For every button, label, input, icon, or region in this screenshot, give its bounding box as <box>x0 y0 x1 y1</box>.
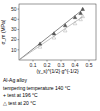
y-tick-label: 20 <box>11 36 17 42</box>
point <box>63 24 67 27</box>
point <box>38 45 42 48</box>
annotation: △ test at 20 °C <box>3 100 36 106</box>
annotation: + test at 196 °C <box>3 92 38 98</box>
x-tick-label: 0.4 <box>72 62 79 68</box>
plot-frame <box>19 4 96 60</box>
point <box>52 36 56 39</box>
x-tick-label: 0.5 <box>86 62 93 68</box>
x-axis-label: (γ_s)^{1/2} g^{-1/2} <box>36 68 79 74</box>
y-axis-label: σ_m (MPa) <box>0 19 6 44</box>
point <box>81 14 85 17</box>
y-tick <box>18 9 20 10</box>
plot-area <box>19 7 85 60</box>
annotation: Al-Ag alloy <box>3 77 27 83</box>
x-tick-label: 0.1 <box>30 62 37 68</box>
annotation: tempering temperature 140 °C <box>3 85 71 91</box>
point <box>52 32 56 35</box>
x-tick-label: 0.2 <box>44 62 51 68</box>
y-tick-label: 10 <box>11 47 17 53</box>
point <box>79 11 83 14</box>
y-tick-label: 50 <box>11 6 17 12</box>
line <box>19 16 83 60</box>
point <box>81 7 85 10</box>
y-tick <box>18 49 20 50</box>
point <box>73 22 77 25</box>
y-tick <box>18 29 20 30</box>
y-tick <box>18 39 20 40</box>
point <box>73 15 77 18</box>
point <box>63 29 67 32</box>
y-tick-label: 40 <box>11 16 17 22</box>
point <box>79 17 83 20</box>
y-tick <box>18 19 20 20</box>
chart: 0.1 0.2 0.3 0.4 0.5 10 20 30 40 50 (γ_s)^{1/2} g^{… <box>0 0 100 111</box>
x-tick-label: 0.3 <box>58 62 65 68</box>
line <box>19 9 83 60</box>
y-tick-label: 30 <box>11 26 17 32</box>
